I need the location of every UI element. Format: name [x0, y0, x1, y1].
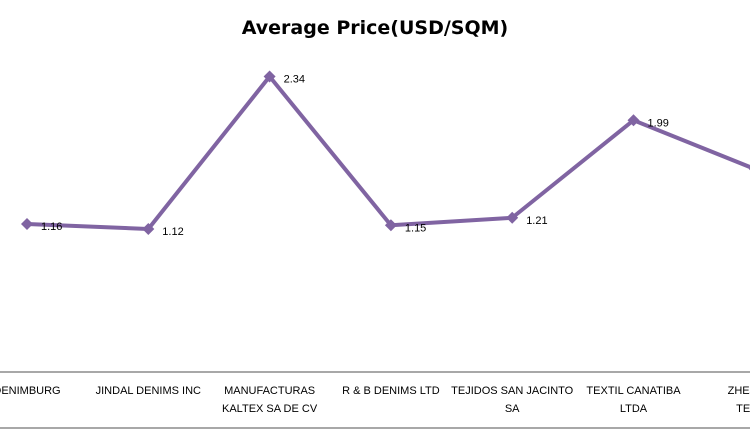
data-point-marker	[384, 219, 397, 232]
data-point-marker	[142, 223, 155, 235]
x-tick-label: R & B DENIMS LTD	[342, 385, 440, 397]
data-label: 1.21	[526, 215, 547, 227]
series-line	[26, 74, 750, 231]
x-tick-label: LTDA	[620, 403, 648, 415]
x-tick-label: ZHEJIANG	[728, 385, 750, 397]
data-label: 1.16	[41, 221, 62, 233]
data-point-marker	[21, 218, 33, 230]
x-tick-label: TEXTIL CANATIBA	[586, 385, 681, 397]
data-label: 2.34	[284, 74, 305, 86]
data-point-marker	[263, 70, 276, 83]
x-tick-label: TEJIDOS SAN JACINTO	[451, 385, 573, 397]
data-label: 1.12	[162, 226, 183, 238]
x-tick-label: DENIMBURG	[0, 385, 61, 397]
data-label: 1.15	[405, 222, 426, 234]
x-tick-label: KALTEX SA DE CV	[222, 403, 318, 415]
data-point-marker	[627, 114, 640, 127]
data-label: 1.99	[648, 117, 669, 129]
data-point-marker	[506, 211, 519, 224]
x-tick-label: JINDAL DENIMS INC	[96, 385, 201, 397]
x-tick-label: SA	[505, 403, 520, 415]
x-tick-label: TEXTIL	[736, 403, 750, 415]
x-tick-label: MANUFACTURAS	[224, 385, 315, 397]
chart-title: Average Price(USD/SQM)	[242, 17, 508, 39]
